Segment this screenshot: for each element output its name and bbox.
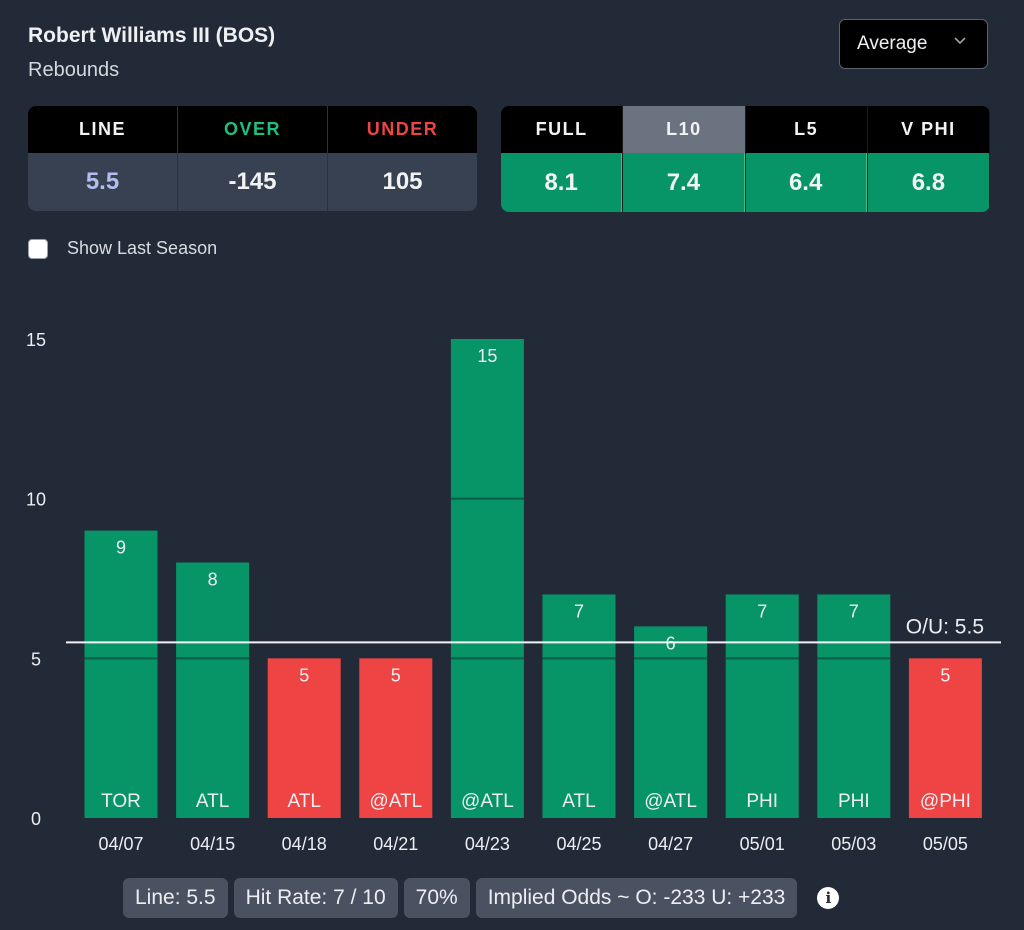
x-tick-label: 05/01 [740, 834, 785, 854]
bar [359, 658, 433, 818]
x-tick-label: 04/15 [190, 834, 235, 854]
bar [542, 594, 616, 818]
bar-opponent-label: @PHI [920, 791, 971, 812]
bar [908, 658, 982, 818]
avg-tab-full[interactable]: FULL 8.1 [501, 106, 624, 212]
bar-opponent-label: ATL [196, 791, 229, 812]
x-tick-label: 05/05 [923, 834, 968, 854]
bar-value-label: 5 [940, 665, 950, 685]
bar-value-label: 5 [391, 665, 401, 685]
bar [450, 339, 524, 818]
stat-mode-dropdown[interactable]: Average [839, 19, 988, 69]
bar-value-label: 7 [757, 601, 767, 621]
summary-bar: Line: 5.5 Hit Rate: 7 / 10 70% Implied O… [123, 878, 840, 918]
y-tick-label: 10 [26, 490, 46, 510]
l5-value: 6.4 [745, 153, 867, 212]
chevron-down-icon [954, 37, 966, 45]
bar-value-label: 9 [116, 538, 126, 558]
averages-table: FULL 8.1 L10 7.4 L5 6.4 V PHI 6.8 [501, 106, 990, 212]
bar-value-label: 8 [208, 570, 218, 590]
under-header: UNDER [328, 106, 477, 153]
over-header: OVER [178, 106, 327, 153]
odds-under-column: UNDER 105 [328, 106, 477, 211]
x-tick-label: 04/07 [98, 834, 143, 854]
bar [176, 562, 250, 818]
full-header: FULL [501, 106, 623, 153]
odds-over-column: OVER -145 [178, 106, 328, 211]
bar-value-label: 7 [849, 601, 859, 621]
info-icon[interactable]: i [817, 887, 840, 909]
l5-header: L5 [745, 106, 867, 153]
bar-opponent-label: TOR [101, 791, 141, 812]
dropdown-selected: Average [857, 33, 928, 54]
show-last-season-label: Show Last Season [67, 238, 218, 258]
bar-opponent-label: @ATL [461, 791, 514, 812]
avg-tab-l10[interactable]: L10 7.4 [623, 106, 746, 212]
implied-odds-pill: Implied Odds ~ O: -233 U: +233 [475, 878, 798, 918]
bar-value-label: 7 [574, 601, 584, 621]
odds-table: LINE 5.5 OVER -145 UNDER 105 [28, 106, 477, 211]
y-tick-label: 15 [26, 330, 46, 350]
x-tick-label: 04/25 [556, 834, 601, 854]
full-value: 8.1 [501, 153, 623, 212]
bar-value-label: 5 [299, 665, 309, 685]
bar-value-label: 15 [477, 346, 497, 366]
vs-phi-value: 6.8 [867, 153, 989, 212]
player-title: Robert Williams III (BOS) [28, 24, 276, 47]
y-tick-label: 5 [31, 649, 41, 669]
line-pill: Line: 5.5 [123, 878, 228, 918]
bar-opponent-label: @ATL [369, 791, 422, 812]
rebounds-bar-chart: 0 5 10 15 9 TOR 04/07 8 ATL 04/15 5 ATL 04/18 5 @ATL 04… [26, 330, 1001, 854]
bar [725, 594, 799, 818]
x-tick-label: 04/18 [282, 834, 327, 854]
bar-value-label: 6 [666, 633, 676, 653]
l10-value: 7.4 [623, 153, 745, 212]
x-tick-label: 04/21 [373, 834, 418, 854]
bar [84, 530, 158, 818]
hit-percent-pill: 70% [403, 878, 470, 918]
show-last-season-toggle[interactable]: Show Last Season [28, 238, 217, 259]
bar-opponent-label: @ATL [644, 791, 697, 812]
bar-opponent-label: PHI [838, 791, 870, 812]
l10-header: L10 [623, 106, 745, 153]
bar-opponent-label: ATL [287, 791, 320, 812]
avg-tab-l5[interactable]: L5 6.4 [745, 106, 868, 212]
avg-tab-vs-phi[interactable]: V PHI 6.8 [867, 106, 990, 212]
show-last-season-checkbox[interactable] [28, 238, 48, 259]
ou-line-label: O/U: 5.5 [906, 615, 984, 638]
bar-opponent-label: ATL [562, 791, 595, 812]
vs-phi-header: V PHI [867, 106, 989, 153]
odds-line-column: LINE 5.5 [28, 106, 178, 211]
line-value: 5.5 [28, 153, 177, 211]
bar [634, 626, 708, 818]
bar [267, 658, 341, 818]
bar-opponent-label: PHI [746, 791, 778, 812]
hit-rate-pill: Hit Rate: 7 / 10 [233, 878, 398, 918]
x-tick-label: 04/23 [465, 834, 510, 854]
over-value: -145 [178, 153, 327, 211]
under-value: 105 [328, 153, 477, 211]
x-tick-label: 05/03 [831, 834, 876, 854]
y-tick-label: 0 [31, 809, 41, 829]
line-header: LINE [28, 106, 177, 153]
bar [817, 594, 891, 818]
stat-subtitle: Rebounds [28, 59, 120, 81]
x-tick-label: 04/27 [648, 834, 693, 854]
